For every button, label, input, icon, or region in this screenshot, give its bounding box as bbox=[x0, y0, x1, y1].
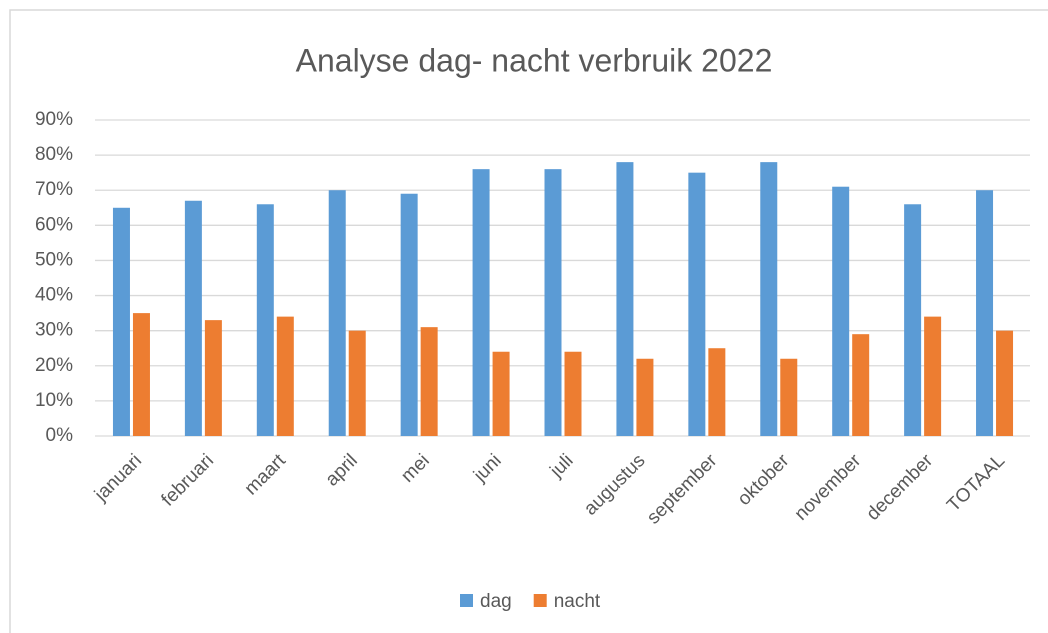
bar bbox=[328, 190, 346, 436]
legend-label: nacht bbox=[554, 591, 601, 612]
bar bbox=[348, 330, 366, 436]
bar bbox=[132, 313, 150, 436]
y-tick-label: 0% bbox=[46, 425, 74, 446]
bar bbox=[904, 204, 922, 436]
bar bbox=[852, 334, 870, 436]
y-tick-label: 80% bbox=[35, 144, 73, 165]
legend-swatch bbox=[460, 594, 473, 607]
y-tick-label: 30% bbox=[35, 320, 73, 341]
bar bbox=[780, 358, 798, 436]
bar bbox=[924, 316, 942, 436]
legend-swatch bbox=[533, 594, 547, 607]
bar bbox=[112, 207, 130, 436]
bar bbox=[204, 320, 222, 436]
bar bbox=[400, 193, 418, 436]
bar bbox=[760, 162, 778, 436]
y-tick-label: 10% bbox=[35, 390, 73, 411]
bar bbox=[996, 330, 1014, 436]
bar bbox=[256, 204, 274, 436]
y-tick-label: 20% bbox=[35, 355, 73, 376]
bar bbox=[544, 169, 562, 436]
bar bbox=[184, 200, 202, 436]
bar bbox=[564, 351, 582, 436]
bar bbox=[636, 358, 654, 436]
bar bbox=[472, 169, 490, 436]
bar bbox=[832, 186, 850, 436]
legend-label: dag bbox=[480, 591, 512, 612]
y-tick-label: 60% bbox=[35, 214, 73, 235]
y-tick-label: 40% bbox=[35, 285, 73, 306]
bar bbox=[708, 348, 726, 436]
y-tick-label: 90% bbox=[35, 109, 73, 130]
chart-title: Analyse dag- nacht verbruik 2022 bbox=[296, 42, 773, 78]
y-tick-label: 50% bbox=[35, 249, 73, 270]
bar bbox=[420, 327, 438, 436]
bar bbox=[616, 162, 634, 436]
bar bbox=[276, 316, 294, 436]
bar bbox=[492, 351, 510, 436]
bar bbox=[688, 172, 706, 436]
y-tick-label: 70% bbox=[35, 179, 73, 200]
bar bbox=[976, 190, 994, 436]
chart-border bbox=[9, 9, 1048, 633]
